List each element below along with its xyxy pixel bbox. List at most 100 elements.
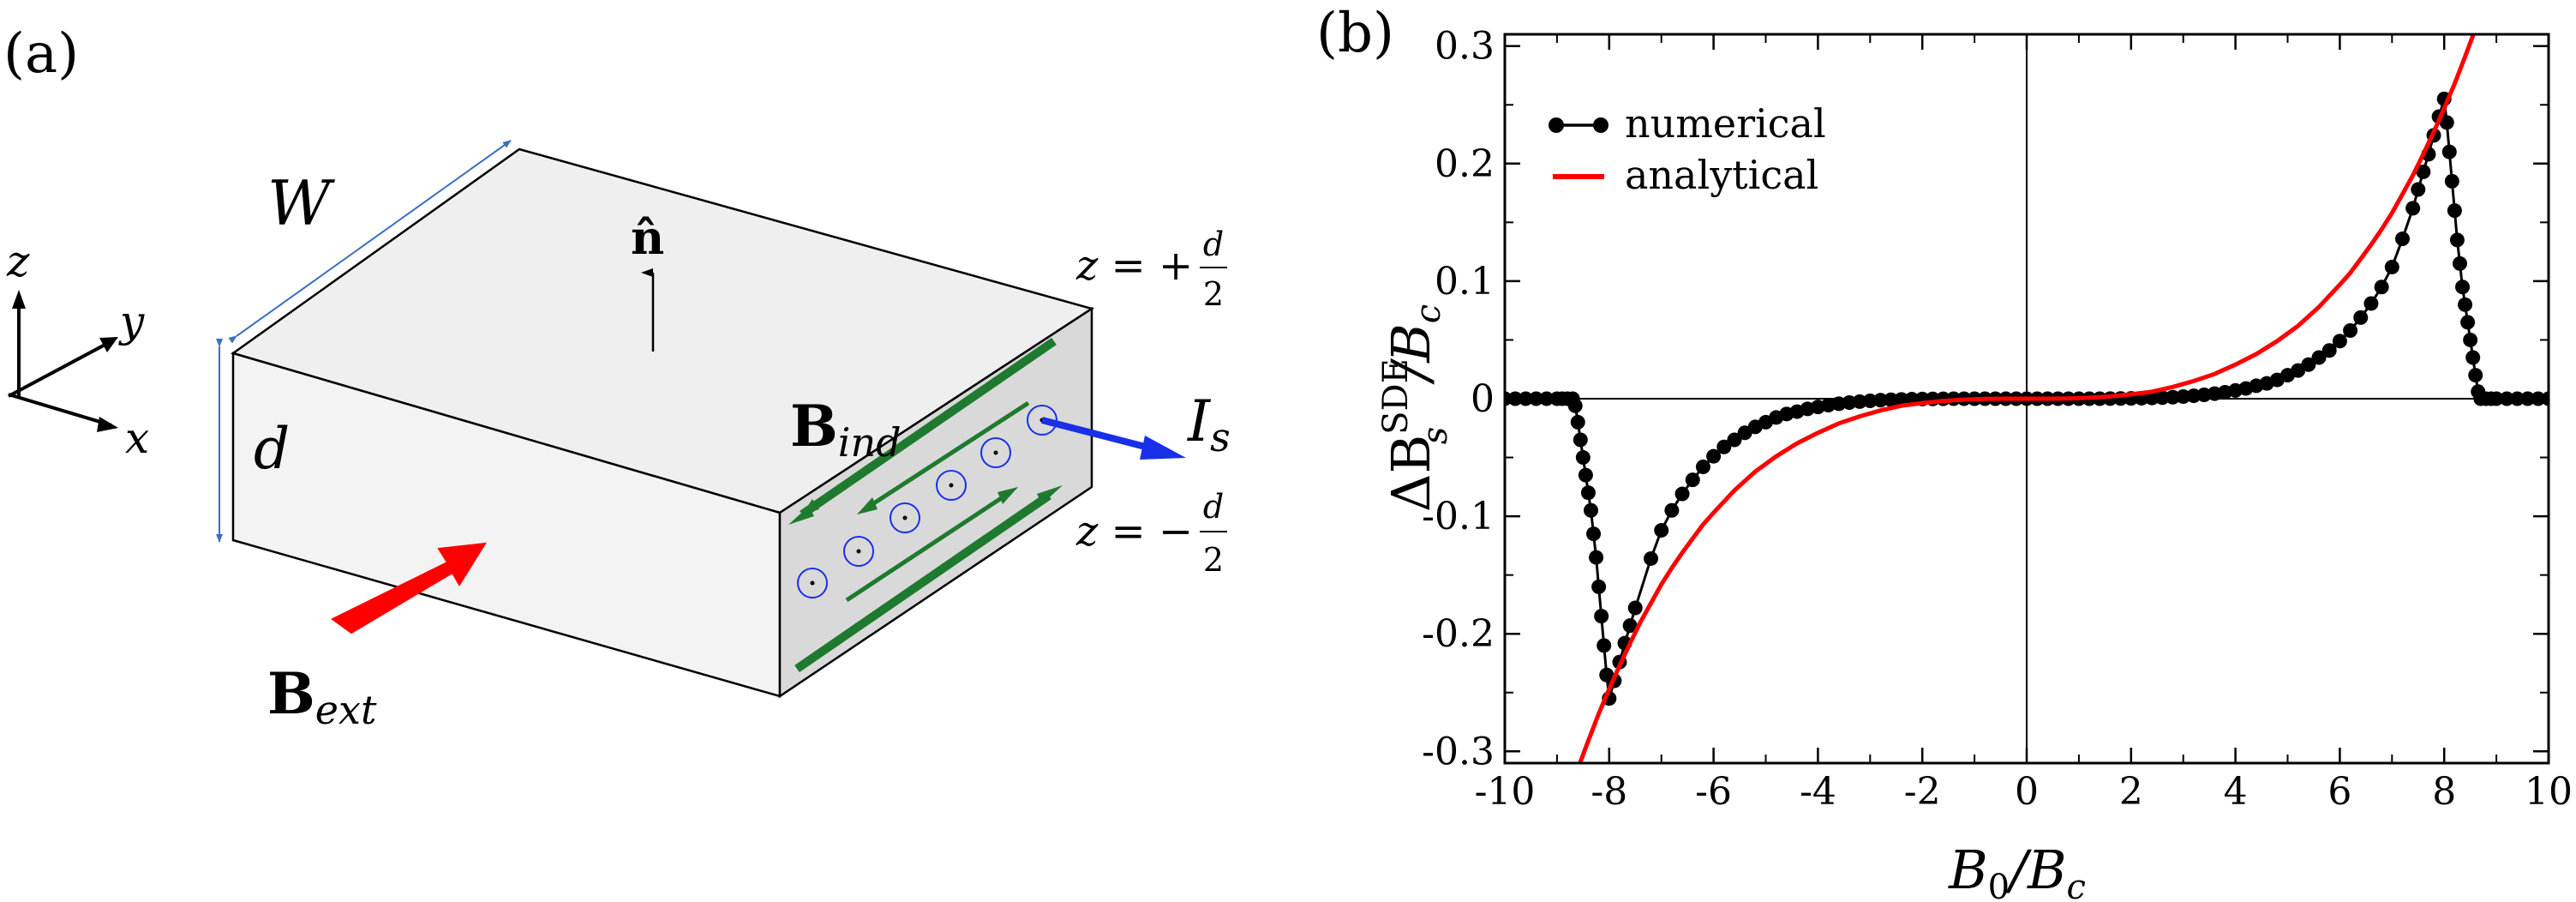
series-numerical-point [2489, 391, 2504, 406]
series-numerical-point [1872, 393, 1888, 408]
series-numerical-point [2449, 232, 2465, 248]
induced-field-label: Bind [790, 393, 902, 466]
series-numerical-point [2541, 391, 2549, 406]
series-numerical-point [2531, 391, 2546, 406]
y-tick-label: 0.1 [1435, 260, 1495, 304]
x-axis-line [8, 393, 112, 427]
series-numerical-point [2321, 343, 2337, 358]
series-numerical-point [1644, 550, 1659, 566]
series-numerical-point [2144, 390, 2160, 406]
axis-label-x: x [125, 413, 149, 463]
induced-arrow-bottom [794, 485, 1063, 673]
series-numerical-point [2447, 203, 2462, 219]
series-numerical-point [2301, 357, 2316, 372]
induced-field-arrows [788, 337, 1063, 673]
series-numerical-point [1591, 579, 1607, 594]
series-numerical-point [2154, 390, 2170, 406]
series-numerical-point [2405, 201, 2421, 216]
axis-label-y: y [118, 297, 145, 346]
y-axis-label: ΔBSDEs/Bc [1376, 304, 1455, 512]
series-numerical-point [1583, 502, 1598, 518]
x-tick-label: 6 [2327, 770, 2351, 814]
bottom-surface-frac-num: d [1203, 488, 1224, 526]
series-numerical-point [1586, 526, 1602, 542]
legend-analytical-label: analytical [1625, 152, 1818, 198]
series-analytical-line [1578, 34, 2476, 763]
induced-arrow-top [788, 337, 1057, 525]
series-numerical-point [1580, 485, 1596, 501]
bottom-surface-lhs: z = − [1075, 508, 1193, 556]
coordinate-axes: z y x [6, 237, 149, 463]
series-numerical-point [2441, 144, 2457, 159]
series-numerical-point [1622, 618, 1638, 634]
series-numerical-point [1685, 472, 1700, 488]
panel-b-label: (b) [1316, 2, 1394, 65]
width-label: W [267, 167, 335, 239]
y-axis-line [8, 340, 112, 398]
series-numerical-point [2384, 259, 2399, 274]
x-tick-label: 10 [2525, 770, 2573, 814]
y-axis-arrowhead [99, 337, 118, 352]
bottom-surface-coordinate: z = − d 2 [1075, 488, 1227, 579]
series-numerical-point [2311, 350, 2327, 365]
vortex-icon [797, 568, 828, 598]
x-tick-label: 0 [2015, 770, 2039, 814]
chart-plot-area: -10 -8 -6 -4 -2 0 2 4 6 8 10 -0.3 -0.2 -0.1 0 0.1 0.2 0.3 [1422, 25, 2573, 814]
x-tick-label: 8 [2432, 770, 2456, 814]
series-numerical-point [1594, 609, 1609, 624]
series-numerical-point [1518, 391, 1533, 406]
axis-label-z: z [6, 237, 30, 286]
y-tick-label: 0.2 [1435, 142, 1495, 186]
series-numerical-point [2455, 280, 2471, 295]
series-numerical-point [1664, 502, 1680, 518]
series-numerical-point [1884, 392, 1899, 407]
series-numerical-point [2166, 389, 2181, 405]
series-numerical-point [1842, 395, 1857, 411]
series-numerical-point [2460, 315, 2476, 330]
z-axis-arrowhead [12, 290, 26, 309]
series-numerical-point [1578, 467, 1593, 483]
y-tick-label: -0.1 [1422, 495, 1495, 538]
x-tick-label: -8 [1591, 770, 1627, 814]
legend-numerical-label: numerical [1625, 100, 1826, 147]
series-numerical-point [2458, 297, 2473, 312]
series-numerical-point [2416, 164, 2431, 179]
series-numerical-point [1529, 391, 1544, 406]
legend-numerical-marker [1549, 117, 1609, 133]
series-numerical-point [1627, 600, 1643, 616]
legend: numerical analytical [1549, 100, 1826, 198]
series-numerical-point [1597, 638, 1612, 653]
series-numerical-point [2499, 391, 2514, 406]
series-numerical-point [1894, 392, 1909, 407]
series-numerical-point [2444, 173, 2459, 189]
series-numerical-point [2463, 332, 2478, 347]
thickness-label: d [254, 416, 290, 482]
top-surface-coordinate: z = + d 2 [1075, 226, 1227, 313]
panel-a: (a) z y x W d n̂ [3, 22, 1231, 733]
series-numerical-point [2363, 296, 2379, 311]
induced-arrow-inner-left [857, 400, 1030, 514]
external-field-label: Bext [267, 660, 377, 733]
vortex-icon [843, 536, 874, 567]
series-numerical-point [1654, 523, 1669, 538]
series-numerical-point [1706, 448, 1722, 464]
series-numerical-point [2343, 322, 2358, 338]
plot-frame [1503, 33, 2550, 765]
x-tick-label: -10 [1475, 770, 1536, 814]
bottom-surface-frac-den: 2 [1203, 541, 1224, 579]
x-tick-label: -6 [1695, 770, 1732, 814]
normal-label: n̂ [631, 210, 664, 265]
slab-side-face [778, 306, 1093, 699]
series-numerical-point [2439, 115, 2454, 130]
x-tick-label: -4 [1800, 770, 1836, 814]
induced-arrow-inner-right [845, 487, 1018, 603]
series-numerical-point [2186, 388, 2202, 404]
series-numerical-point [2176, 389, 2191, 405]
series-numerical-point [2520, 391, 2536, 406]
series-numerical-point [2452, 256, 2467, 271]
series-numerical-point [2353, 310, 2369, 325]
y-tick-label: -0.2 [1422, 612, 1495, 656]
series-numerical-point [1567, 398, 1583, 413]
top-surface-frac-den: 2 [1203, 275, 1224, 313]
